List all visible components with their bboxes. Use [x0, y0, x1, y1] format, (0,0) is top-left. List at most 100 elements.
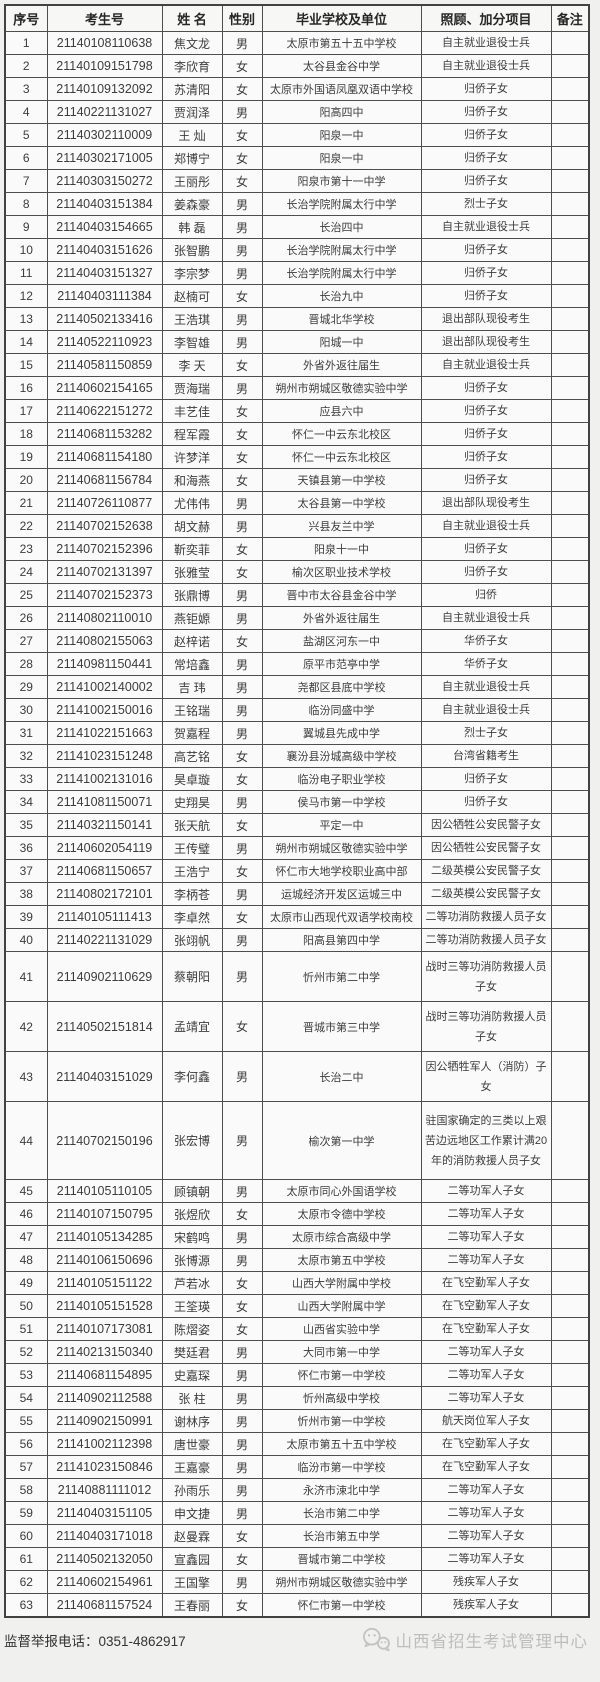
- cell-no: 3: [4, 77, 48, 101]
- cell-no: 61: [4, 1547, 48, 1571]
- cell-id: 21140502151814: [46, 1001, 163, 1052]
- table-row: 15 21140581150859 李 天女外省外返往届生 自主就业退役士兵: [4, 353, 590, 377]
- cell-id: 21140107173081: [46, 1317, 163, 1341]
- cell-no: 57: [4, 1455, 48, 1479]
- cell-bonus: 归侨子女: [420, 100, 552, 124]
- table-row: 45 21140105110105 顾镇朝男太原市同心外国语学校 二等功军人子女: [4, 1179, 590, 1203]
- cell-name: 顾镇朝: [161, 1179, 223, 1203]
- cell-name: 郑博宁: [161, 146, 223, 170]
- cell-no: 25: [4, 583, 48, 607]
- cell-id: 21140302110009: [46, 123, 163, 147]
- cell-note: [550, 1524, 590, 1548]
- cell-id: 21140981150441: [46, 652, 163, 676]
- cell-school: 临汾市第一中学校: [261, 1455, 422, 1479]
- cell-note: [550, 859, 590, 883]
- cell-gender: 女: [221, 767, 263, 791]
- cell-id: 21140109151798: [46, 54, 163, 78]
- cell-bonus: 二等功军人子女: [420, 1386, 552, 1410]
- cell-bonus: 二等功军人子女: [420, 1524, 552, 1548]
- cell-name: 王传璧: [161, 836, 223, 860]
- table-row: 8 21140403151384 姜森豪男长治学院附属太行中学 烈士子女: [4, 192, 590, 216]
- col-header-school: 毕业学校及单位: [261, 4, 422, 32]
- cell-gender: 男: [221, 1478, 263, 1502]
- cell-gender: 女: [221, 905, 263, 929]
- cell-gender: 女: [221, 859, 263, 883]
- cell-school: 大同市第一中学: [261, 1340, 422, 1364]
- col-header-id: 考生号: [46, 4, 163, 32]
- cell-gender: 男: [221, 1248, 263, 1272]
- cell-note: [550, 192, 590, 216]
- cell-name: 和海燕: [161, 468, 223, 492]
- cell-bonus: 战时三等功消防救援人员子女: [420, 1001, 552, 1052]
- cell-school: 天镇县第一中学校: [261, 468, 422, 492]
- cell-name: 唐世豪: [161, 1432, 223, 1456]
- cell-note: [550, 123, 590, 147]
- cell-no: 48: [4, 1248, 48, 1272]
- cell-name: 王春丽: [161, 1593, 223, 1618]
- cell-note: [550, 514, 590, 538]
- cell-bonus: 二等功军人子女: [420, 1248, 552, 1272]
- cell-id: 21140726110877: [46, 491, 163, 515]
- cell-note: [550, 928, 590, 952]
- cell-bonus: 二等功军人子女: [420, 1340, 552, 1364]
- cell-gender: 男: [221, 1386, 263, 1410]
- cell-no: 2: [4, 54, 48, 78]
- org-watermark: 山西省招生考试管理中心: [361, 1627, 589, 1652]
- cell-id: 21140681150657: [46, 859, 163, 883]
- cell-school: 长治二中: [261, 1051, 422, 1102]
- table-row: 53 21140681154895 史嘉琛男怀仁市第一中学校 二等功军人子女: [4, 1363, 590, 1387]
- cell-note: [550, 77, 590, 101]
- cell-note: [550, 1051, 590, 1102]
- cell-no: 26: [4, 606, 48, 630]
- cell-bonus: 在飞空勤军人子女: [420, 1271, 552, 1295]
- cell-id: 21140107150795: [46, 1202, 163, 1226]
- cell-school: 太原市令德中学校: [261, 1202, 422, 1226]
- cell-gender: 女: [221, 1271, 263, 1295]
- cell-no: 1: [4, 31, 48, 55]
- cell-name: 王 灿: [161, 123, 223, 147]
- cell-note: [550, 744, 590, 768]
- cell-school: 朔州市朔城区敬德实验中学: [261, 836, 422, 860]
- cell-name: 程军霞: [161, 422, 223, 446]
- cell-note: [550, 1340, 590, 1364]
- cell-name: 李卓然: [161, 905, 223, 929]
- cell-bonus: 二级英模公安民警子女: [420, 882, 552, 906]
- cell-note: [550, 1455, 590, 1479]
- cell-school: 太原市综合高级中学: [261, 1225, 422, 1249]
- cell-note: [550, 330, 590, 354]
- cell-note: [550, 836, 590, 860]
- cell-name: 史翔昊: [161, 790, 223, 814]
- cell-name: 申文捷: [161, 1501, 223, 1525]
- cell-note: [550, 1294, 590, 1318]
- table-row: 24 21140702131397 张雅莹女榆次区职业技术学校 归侨子女: [4, 560, 590, 584]
- cell-bonus: 归侨子女: [420, 468, 552, 492]
- cell-bonus: 二等功军人子女: [420, 1478, 552, 1502]
- cell-gender: 女: [221, 468, 263, 492]
- table-row: 4 21140221131027 贾润泽男阳高四中 归侨子女: [4, 100, 590, 124]
- table-row: 11 21140403151327 李宗梦男长治学院附属太行中学 归侨子女: [4, 261, 590, 285]
- table-row: 27 21140802155063 赵梓诺女盐湖区河东一中 华侨子女: [4, 629, 590, 653]
- cell-bonus: 自主就业退役士兵: [420, 675, 552, 699]
- cell-name: 赵曼霖: [161, 1524, 223, 1548]
- cell-note: [550, 238, 590, 262]
- cell-note: [550, 629, 590, 653]
- cell-school: 盐湖区河东一中: [261, 629, 422, 653]
- cell-school: 应县六中: [261, 399, 422, 423]
- cell-name: 王铭瑞: [161, 698, 223, 722]
- cell-gender: 女: [221, 146, 263, 170]
- cell-bonus: 自主就业退役士兵: [420, 31, 552, 55]
- cell-note: [550, 31, 590, 55]
- table-row: 28 21140981150441 常培鑫男原平市范亭中学 华侨子女: [4, 652, 590, 676]
- cell-bonus: 归侨子女: [420, 560, 552, 584]
- table-row: 63 21140681157524 王春丽女怀仁市第一中学校 残疾军人子女: [4, 1593, 590, 1618]
- cell-gender: 男: [221, 1570, 263, 1594]
- cell-bonus: 因公牺牲公安民警子女: [420, 836, 552, 860]
- cell-gender: 男: [221, 928, 263, 952]
- cell-bonus: 自主就业退役士兵: [420, 353, 552, 377]
- wechat-icon: [362, 1627, 390, 1652]
- cell-note: [550, 261, 590, 285]
- cell-note: [550, 1501, 590, 1525]
- table-row: 1 21140108110638 焦文龙男太原市第五十五中学校 自主就业退役士兵: [4, 31, 590, 55]
- cell-bonus: 航天岗位军人子女: [420, 1409, 552, 1433]
- cell-gender: 男: [221, 583, 263, 607]
